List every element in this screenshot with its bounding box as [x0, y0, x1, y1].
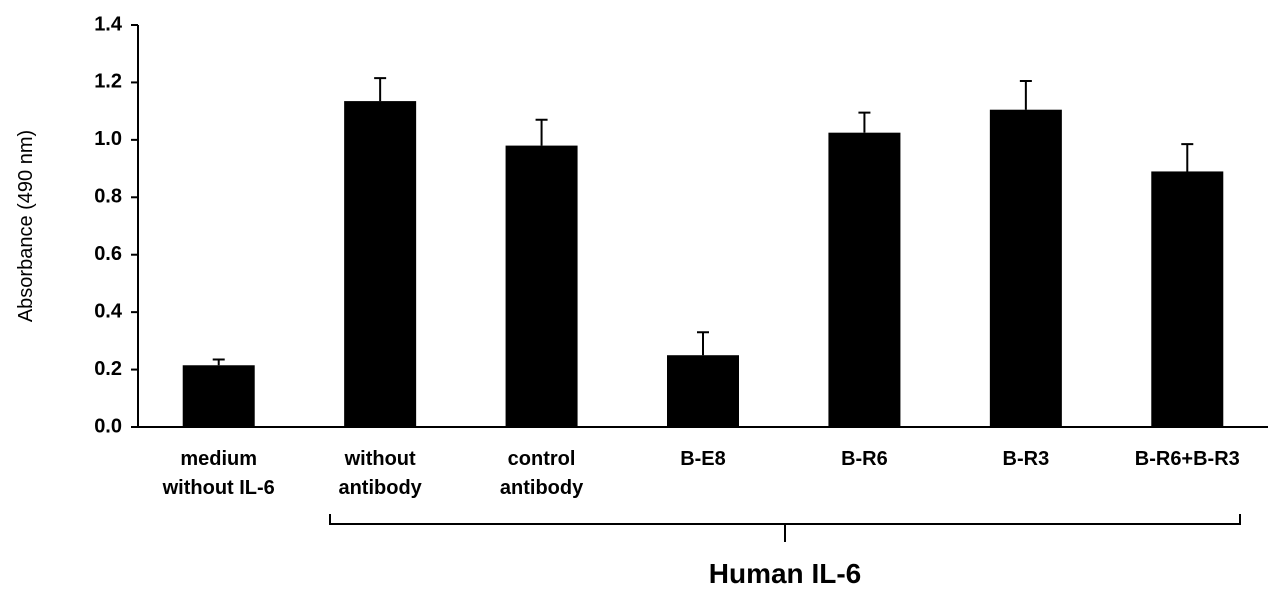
annotation: Human IL-6: [709, 558, 861, 589]
y-tick-label: 0.4: [94, 300, 123, 322]
bar: [182, 365, 255, 427]
error-bar: [858, 111, 871, 133]
x-tick-label: control antibody: [500, 448, 584, 499]
bar: [505, 145, 578, 427]
y-axis-label: Absorbance (490 nm): [15, 130, 37, 322]
x-tick-label: B-R6+B-R3: [1135, 448, 1240, 470]
bar: [828, 132, 901, 427]
y-tick-label: 0.0: [94, 415, 122, 437]
bar: [1151, 171, 1224, 427]
error-bar: [697, 331, 709, 356]
x-tick-label: B-R3: [1003, 448, 1050, 470]
bracket: [329, 514, 1241, 542]
error-bar: [1019, 79, 1032, 110]
y-tick-label: 1.0: [94, 128, 122, 150]
error-bar: [374, 77, 387, 102]
x-tick-label: medium without IL-6: [162, 448, 275, 499]
error-bar: [535, 118, 548, 146]
y-tick-label: 0.8: [94, 186, 122, 208]
y-tick-label: 1.4: [94, 13, 123, 35]
x-tick-label: B-R6: [841, 448, 888, 470]
bar: [667, 355, 739, 427]
error-bar: [212, 358, 225, 366]
error-bar: [1181, 143, 1194, 172]
x-tick-label: without antibody: [338, 448, 422, 499]
bar: [989, 109, 1062, 427]
y-tick-label: 1.2: [94, 71, 122, 93]
y-tick-label: 0.2: [94, 358, 122, 380]
bar: [344, 101, 417, 427]
y-tick-label: 0.6: [94, 243, 122, 265]
x-tick-label: B-E8: [680, 448, 726, 470]
